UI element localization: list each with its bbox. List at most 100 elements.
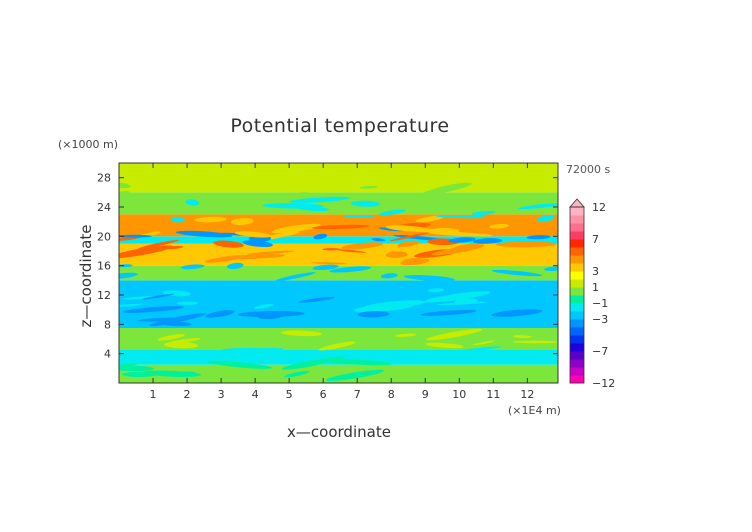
x-axis-label: x—coordinate: [287, 423, 391, 441]
field-streak: [335, 249, 366, 253]
colorbar-frame: [569, 206, 585, 384]
y-axis: 4 8 12 16 20 24 28: [97, 172, 558, 361]
field-streak: [431, 244, 485, 256]
field-streak: [341, 242, 384, 250]
y-tick-label: 24: [97, 201, 111, 214]
field-streak: [163, 245, 184, 250]
field-streak: [221, 347, 284, 354]
field-streak: [237, 310, 305, 318]
field-streak: [328, 354, 380, 358]
field-streak: [429, 231, 493, 237]
x-axis-unit: (×1E4 m): [508, 404, 561, 417]
field-streak: [119, 363, 139, 368]
field-streak: [318, 341, 356, 351]
colorbar-segment: [570, 335, 584, 344]
x-tick-label: 8: [388, 388, 395, 401]
field-streak: [397, 240, 420, 248]
field-band: [119, 265, 558, 281]
field-streak: [427, 288, 445, 293]
colorbar-label: −7: [592, 345, 608, 358]
colorbar-segment: [570, 327, 584, 336]
colorbar-segment: [570, 287, 584, 296]
field-streak: [359, 185, 378, 189]
colorbar-segment: [570, 375, 584, 384]
field-band: [119, 243, 558, 266]
colorbar: 12 7 3 1 −1 −3 −7 −12: [569, 198, 615, 390]
colorbar-segment: [570, 359, 584, 368]
x-axis: 1 2 3 4 5 6 7 8 9 10 11 12: [150, 163, 534, 401]
field-streak: [436, 197, 498, 211]
field-streak: [167, 338, 201, 344]
field-streak: [310, 262, 347, 265]
y-tick-label: 4: [104, 348, 111, 361]
field-streak: [380, 273, 398, 279]
field-streak: [281, 358, 333, 370]
field-streak: [371, 238, 386, 242]
field-streak: [313, 233, 328, 240]
field-streak: [176, 301, 199, 305]
field-streak: [312, 264, 339, 271]
colorbar-segment: [570, 215, 584, 224]
field-streak: [119, 182, 131, 189]
field-streak: [119, 234, 152, 238]
colorbar-segment: [570, 319, 584, 328]
y-tick-label: 16: [97, 260, 111, 273]
x-tick-label: 4: [252, 388, 259, 401]
y-tick-label: 20: [97, 230, 111, 243]
field-streak: [536, 215, 555, 222]
x-tick-label: 6: [320, 388, 327, 401]
field-streak: [298, 296, 336, 303]
field-streak: [403, 274, 456, 282]
colorbar-label: −3: [592, 313, 608, 326]
field-streak: [425, 342, 464, 349]
colorbar-segment: [570, 223, 584, 232]
field-streak: [119, 264, 133, 268]
colorbar-segment: [570, 295, 584, 304]
field-streak: [385, 225, 431, 232]
field-streak: [322, 248, 340, 251]
field-streak: [454, 298, 478, 305]
field-streak: [491, 309, 543, 317]
field-band: [119, 236, 558, 244]
x-tick-label: 3: [218, 388, 225, 401]
field-streak: [400, 258, 430, 266]
field-streak: [350, 200, 381, 207]
x-tick-label: 1: [150, 388, 157, 401]
field-streak: [139, 352, 191, 363]
field-streak: [288, 196, 350, 203]
field-streak: [517, 203, 558, 210]
field-streak: [312, 224, 370, 230]
colorbar-segment: [570, 311, 584, 320]
field-streak: [242, 240, 273, 248]
field-streak: [424, 291, 491, 303]
field-streak: [142, 293, 175, 300]
field-streak: [378, 209, 406, 216]
field-streak: [426, 328, 483, 341]
colorbar-segment: [570, 279, 584, 288]
chart-title: Potential temperature: [230, 115, 450, 137]
field-band: [119, 364, 558, 383]
field-streak: [357, 192, 379, 197]
colorbar-segment: [570, 271, 584, 280]
colorbar-label: 12: [592, 201, 606, 214]
field-streak: [437, 346, 502, 355]
field-streak: [544, 266, 558, 272]
field-streak: [357, 311, 390, 318]
colorbar-segment: [570, 239, 584, 248]
y-tick-label: 12: [97, 289, 111, 302]
field-streak: [329, 266, 372, 273]
field-streak: [234, 231, 272, 238]
colorbar-label: −1: [592, 297, 608, 310]
field-streak: [246, 250, 295, 255]
field-streak: [180, 264, 205, 270]
field-streak: [119, 190, 130, 195]
field-streak: [408, 358, 469, 362]
field-streak: [119, 245, 173, 259]
colorbar-segment: [570, 231, 584, 240]
field-streak: [157, 334, 185, 341]
x-tick-label: 2: [184, 388, 191, 401]
field-streak: [472, 238, 503, 244]
field-streak: [253, 303, 274, 309]
field-streak: [205, 310, 235, 318]
field-streak: [489, 223, 509, 229]
